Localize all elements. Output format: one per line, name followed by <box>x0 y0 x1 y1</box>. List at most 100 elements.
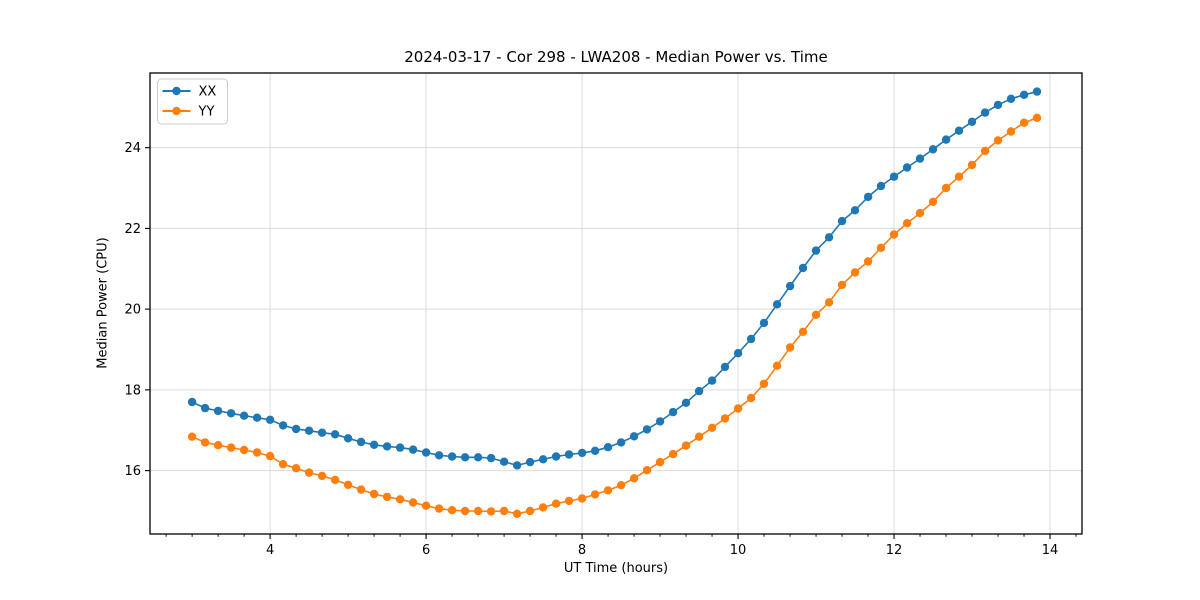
data-point-xx <box>564 450 574 459</box>
data-point-xx <box>460 453 470 462</box>
data-point-yy <box>434 504 444 513</box>
data-point-yy <box>928 197 938 206</box>
data-point-xx <box>707 376 717 385</box>
legend-label-yy: YY <box>198 105 215 120</box>
data-point-yy <box>746 393 756 403</box>
data-point-yy <box>226 443 236 452</box>
data-point-yy <box>1032 113 1042 123</box>
data-point-xx <box>187 397 197 407</box>
data-point-xx <box>603 443 613 452</box>
data-point-yy <box>772 361 782 370</box>
data-point-yy <box>460 506 470 516</box>
data-point-xx <box>941 135 951 144</box>
data-point-yy <box>655 457 665 467</box>
data-point-xx <box>837 216 847 226</box>
data-point-xx <box>317 428 327 437</box>
data-point-xx <box>369 440 379 449</box>
data-point-xx <box>382 442 392 451</box>
data-point-xx <box>759 318 769 328</box>
data-point-xx <box>512 461 522 470</box>
data-point-yy <box>642 466 652 475</box>
data-point-xx <box>1006 94 1016 104</box>
data-point-yy <box>993 136 1003 145</box>
data-point-yy <box>265 451 275 461</box>
data-point-xx <box>889 172 899 181</box>
data-point-xx <box>824 233 834 242</box>
data-point-yy <box>824 298 834 307</box>
data-point-xx <box>421 448 431 457</box>
data-point-xx <box>1019 90 1029 100</box>
data-point-xx <box>252 413 262 422</box>
data-point-yy <box>785 343 795 352</box>
data-point-xx <box>954 126 964 135</box>
data-point-yy <box>408 498 418 507</box>
y-tick-label: 24 <box>124 141 141 156</box>
data-point-yy <box>1006 127 1016 136</box>
data-point-xx <box>980 108 990 117</box>
data-point-yy <box>447 506 457 515</box>
data-point-xx <box>538 455 548 464</box>
data-point-xx <box>772 300 782 309</box>
x-tick-label: 14 <box>1042 543 1059 558</box>
data-point-yy <box>707 423 717 432</box>
data-point-yy <box>356 485 366 494</box>
data-point-yy <box>525 506 535 516</box>
y-tick-label: 22 <box>124 222 141 237</box>
x-axis-label: UT Time (hours) <box>563 561 669 576</box>
data-point-yy <box>369 489 379 499</box>
data-point-xx <box>447 452 457 461</box>
data-point-yy <box>252 448 262 457</box>
data-point-yy <box>291 464 301 473</box>
data-point-xx <box>395 443 405 452</box>
data-point-xx <box>499 457 509 466</box>
legend-marker-xx <box>172 86 181 96</box>
data-point-xx <box>226 409 236 418</box>
series-line-yy <box>191 117 1038 515</box>
data-point-xx <box>473 453 483 462</box>
data-point-yy <box>850 268 860 277</box>
data-point-xx <box>265 415 275 424</box>
data-point-yy <box>239 445 249 455</box>
data-point-xx <box>1032 87 1042 96</box>
data-point-xx <box>356 437 366 447</box>
data-point-xx <box>291 424 301 434</box>
data-point-xx <box>590 446 600 455</box>
data-point-yy <box>551 499 561 508</box>
data-point-yy <box>512 509 522 518</box>
data-point-yy <box>759 379 769 388</box>
data-point-xx <box>486 453 496 463</box>
data-point-yy <box>330 475 340 485</box>
data-point-xx <box>577 448 587 458</box>
data-point-yy <box>538 503 548 512</box>
data-point-xx <box>629 432 639 441</box>
data-point-yy <box>837 280 847 290</box>
y-tick-label: 16 <box>124 464 141 479</box>
data-point-yy <box>278 460 288 469</box>
data-point-xx <box>616 438 626 447</box>
data-point-yy <box>590 490 600 499</box>
data-point-yy <box>629 474 639 483</box>
legend-box <box>157 78 228 125</box>
data-point-yy <box>473 506 483 516</box>
data-point-yy <box>304 468 314 477</box>
data-point-xx <box>330 430 340 439</box>
x-tick-label: 6 <box>422 543 430 558</box>
data-point-yy <box>889 230 899 239</box>
data-point-xx <box>551 452 561 461</box>
data-point-yy <box>902 219 912 228</box>
data-point-yy <box>603 486 613 495</box>
data-point-xx <box>811 246 821 255</box>
data-point-xx <box>200 403 210 413</box>
data-point-yy <box>694 432 704 441</box>
data-point-xx <box>304 426 314 435</box>
data-point-xx <box>967 117 977 127</box>
data-point-xx <box>902 163 912 172</box>
x-tick-label: 10 <box>730 543 747 558</box>
axes-spines <box>149 72 1083 535</box>
data-point-xx <box>408 445 418 454</box>
data-point-yy <box>213 441 223 450</box>
data-point-yy <box>343 480 353 489</box>
data-point-yy <box>382 492 392 502</box>
data-point-xx <box>876 181 886 191</box>
data-point-xx <box>746 334 756 344</box>
